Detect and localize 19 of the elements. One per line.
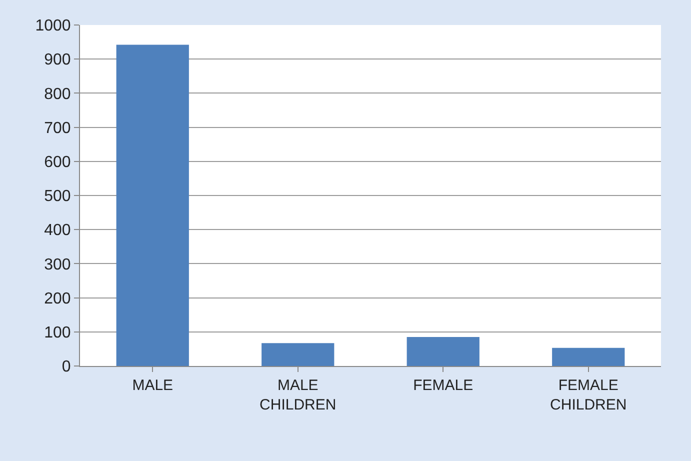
x-tick-label: MALE xyxy=(132,377,174,394)
bar xyxy=(116,44,189,366)
y-tick-label: 400 xyxy=(44,222,71,240)
bar xyxy=(552,348,625,366)
bar xyxy=(262,343,334,366)
bar xyxy=(406,337,480,366)
y-tick-label: 300 xyxy=(44,256,71,274)
y-tick-label: 500 xyxy=(44,188,71,206)
y-tick-label: 700 xyxy=(44,120,71,137)
y-tick-label: 800 xyxy=(44,86,71,103)
y-tick-label: 0 xyxy=(62,358,71,376)
y-tick-label: 1000 xyxy=(35,18,71,35)
y-tick-label: 900 xyxy=(44,52,71,69)
x-tick-label: FEMALE CHILDREN xyxy=(550,377,627,414)
x-tick-label: MALE CHILDREN xyxy=(260,377,336,414)
y-tick-label: 200 xyxy=(44,290,71,308)
y-tick-label: 600 xyxy=(44,154,71,171)
x-tick-label: FEMALE xyxy=(413,377,474,394)
y-tick-label: 100 xyxy=(44,324,71,342)
